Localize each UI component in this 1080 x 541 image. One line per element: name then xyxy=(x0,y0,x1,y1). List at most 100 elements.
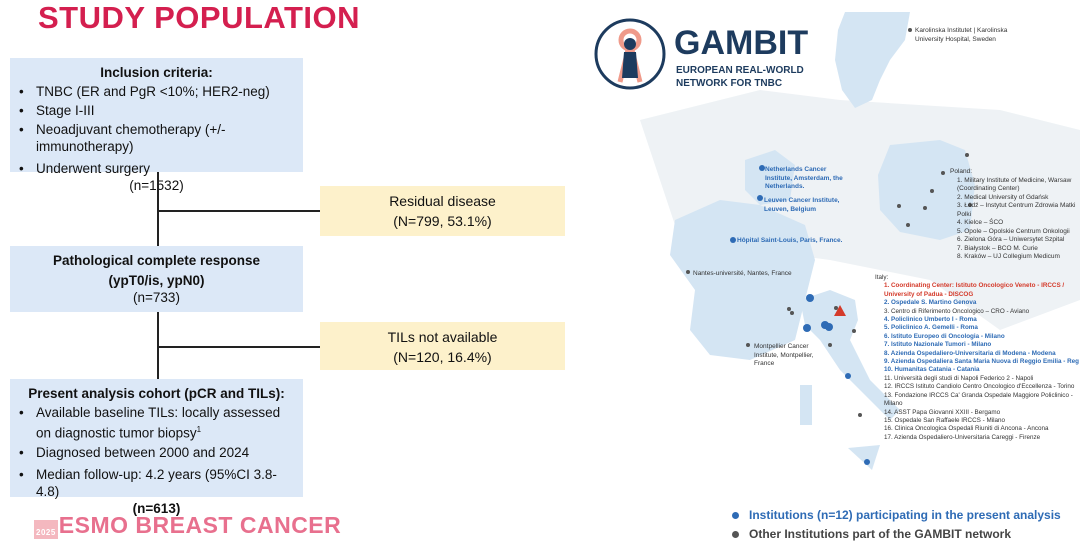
institution-marker xyxy=(965,153,969,157)
poland-institutions: Poland: 1. Military Institute of Medicin… xyxy=(950,168,1080,262)
italy-institution: 14. ASST Papa Giovanni XXIII - Bergamo xyxy=(884,408,1001,416)
tils-not-available-box: TILs not available (N=120, 16.4%) xyxy=(320,322,565,370)
label-paris: Hôpital Saint-Louis, Paris, France. xyxy=(737,237,843,244)
inclusion-n: (n=1532) xyxy=(18,177,295,194)
esmo-year: 2025 xyxy=(34,520,58,539)
italy-institution: 11. Università degli studi di Napoli Fed… xyxy=(884,374,1034,382)
flow-connector xyxy=(157,172,159,246)
poland-institution: 2. Medical University of Gdańsk xyxy=(957,193,1049,201)
legend-other: Other Institutions part of the GAMBIT ne… xyxy=(732,527,1011,541)
pcr-n: (n=733) xyxy=(133,290,180,305)
coordinating-center-triangle-icon xyxy=(834,305,846,316)
poland-heading: Poland: xyxy=(950,168,973,175)
sicily-shape xyxy=(848,445,880,470)
italy-institution: 10. Humanitas Catania - Catania xyxy=(884,366,980,374)
label-belgium: Leuven Cancer Institute, Leuven, Belgium xyxy=(764,197,840,213)
residual-label: Residual disease xyxy=(389,193,496,209)
tils-na-n: (N=120, 16.4%) xyxy=(393,349,492,365)
legend-participating: Institutions (n=12) participating in the… xyxy=(732,508,1061,522)
poland-institution: 6. Zielona Góra – Uniwersytet Szpital xyxy=(957,236,1065,243)
italy-institution: 6. Istituto Europeo di Oncologia - Milan… xyxy=(884,332,1005,340)
italy-institutions: Italy: 1. Coordinating Center: Istituto … xyxy=(875,274,1080,442)
institution-marker xyxy=(759,165,765,171)
institution-marker xyxy=(834,306,838,310)
italy-institution: 17. Azienda Ospedaliero-Universitaria Ca… xyxy=(884,433,1041,441)
residual-n: (N=799, 53.1%) xyxy=(393,213,492,229)
italy-institution: 7. Istituto Nazionale Tumori - Milano xyxy=(884,341,992,349)
italy-institution: 15. Ospedale San Raffaele IRCCS - Milano xyxy=(884,416,1005,424)
institution-marker xyxy=(930,189,934,193)
gambit-tagline-1: EUROPEAN REAL-WORLD xyxy=(676,65,804,76)
gambit-name: GAMBIT xyxy=(674,24,809,62)
label-montpellier: Montpellier Cancer Institute, Montpellie… xyxy=(754,343,814,367)
flow-connector xyxy=(157,210,320,212)
pcr-heading: Pathological complete response xyxy=(52,253,261,268)
cohort-item: Median follow-up: 4.2 years (95%CI 3.8-4… xyxy=(19,466,295,500)
inclusion-heading: Inclusion criteria: xyxy=(100,65,213,80)
institution-marker xyxy=(906,223,910,227)
italy-institution: 13. Fondazione IRCCS Ca' Granda Ospedale… xyxy=(884,391,1073,408)
institution-marker xyxy=(852,329,856,333)
cohort-item-text: Available baseline TILs: locally assesse… xyxy=(36,405,281,441)
poland-shape xyxy=(878,140,975,240)
institution-marker xyxy=(790,311,794,315)
page-title: STUDY POPULATION xyxy=(38,0,361,35)
flow-connector xyxy=(157,346,320,348)
institution-marker xyxy=(845,373,851,379)
inclusion-item: TNBC (ER and PgR <10%; HER2-neg) xyxy=(19,83,295,100)
italy-institution: 5. Policlinico A. Gemelli - Roma xyxy=(884,324,978,332)
institution-marker xyxy=(757,195,763,201)
institution-marker xyxy=(968,203,972,207)
institution-marker xyxy=(828,343,832,347)
gambit-tagline: EUROPEAN REAL-WORLD NETWORK FOR TNBC xyxy=(676,64,804,90)
esmo-logo: 2025 ESMO BREAST CANCER xyxy=(34,512,341,539)
legend-other-text: Other Institutions part of the GAMBIT ne… xyxy=(749,527,1011,541)
italy-institution: 2. Ospedale S. Martino Genova xyxy=(884,299,977,307)
label-sweden: Karolinska Institutet | Karolinska Unive… xyxy=(915,27,1008,43)
europe-map xyxy=(640,12,1080,470)
italy-institution: 3. Centro di Riferimento Oncologico – CR… xyxy=(884,307,1030,315)
poland-institution: 7. Białystok – BCO M. Curie xyxy=(957,244,1038,252)
institution-marker xyxy=(787,307,791,311)
institution-marker xyxy=(686,270,690,274)
inclusion-box: Inclusion criteria: TNBC (ER and PgR <10… xyxy=(10,58,303,193)
inclusion-item: Neoadjuvant chemotherapy (+/- immunother… xyxy=(19,121,295,155)
institution-marker xyxy=(825,323,833,331)
benelux-shape xyxy=(745,150,795,205)
gray-dot-icon xyxy=(732,531,739,539)
italy-institution: 8. Azienda Ospedaliero-Universitaria di … xyxy=(884,349,1056,357)
poland-institution: 3. Łódź – Instytut Centrum Zdrowia Matki… xyxy=(957,202,1076,218)
institution-marker xyxy=(746,343,750,347)
institution-marker xyxy=(858,413,862,417)
italy-institution: 1. Coordinating Center: Istituto Oncolog… xyxy=(884,282,1065,298)
cohort-n: (n=613) xyxy=(132,500,181,516)
institution-marker xyxy=(923,206,927,210)
institution-marker xyxy=(941,171,945,175)
cohort-item: Available baseline TILs: locally assesse… xyxy=(19,404,295,442)
flow-connector xyxy=(157,312,159,379)
pcr-box: Pathological complete response (ypT0/is,… xyxy=(10,246,303,312)
sweden-shape xyxy=(835,12,910,108)
institution-marker xyxy=(803,324,811,332)
map-background-land xyxy=(640,90,1080,330)
label-nantes: Nantes-université, Nantes, France xyxy=(693,270,792,277)
poland-institution: 8. Kraków – UJ Collegium Medicum xyxy=(957,253,1060,260)
sardinia-shape xyxy=(800,385,812,425)
institution-marker xyxy=(730,237,736,243)
institution-marker xyxy=(864,459,870,465)
residual-disease-box: Residual disease (N=799, 53.1%) xyxy=(320,186,565,236)
tils-na-label: TILs not available xyxy=(387,329,498,345)
poland-institution: 5. Opole – Opolskie Centrum Onkologii xyxy=(957,227,1070,235)
italy-institution: 4. Policlinico Umberto I - Roma xyxy=(884,316,977,324)
esmo-brand: ESMO BREAST CANCER xyxy=(58,512,342,538)
cohort-heading: Present analysis cohort (pCR and TILs): xyxy=(28,386,285,401)
blue-dot-icon xyxy=(732,512,739,520)
inclusion-item: Stage I-III xyxy=(19,102,295,119)
institution-marker xyxy=(908,28,912,32)
institution-marker xyxy=(897,204,901,208)
legend-participating-text: Institutions (n=12) participating in the… xyxy=(749,508,1061,522)
italy-institution: 16. Clinica Oncologica Ospedali Riuniti … xyxy=(884,425,1049,433)
poland-institution: 4. Kielce – ŚCO xyxy=(957,219,1004,226)
institution-marker xyxy=(806,294,814,302)
italy-institution: 12. IRCCS Istituto Candiolo Centro Oncol… xyxy=(884,383,1075,391)
